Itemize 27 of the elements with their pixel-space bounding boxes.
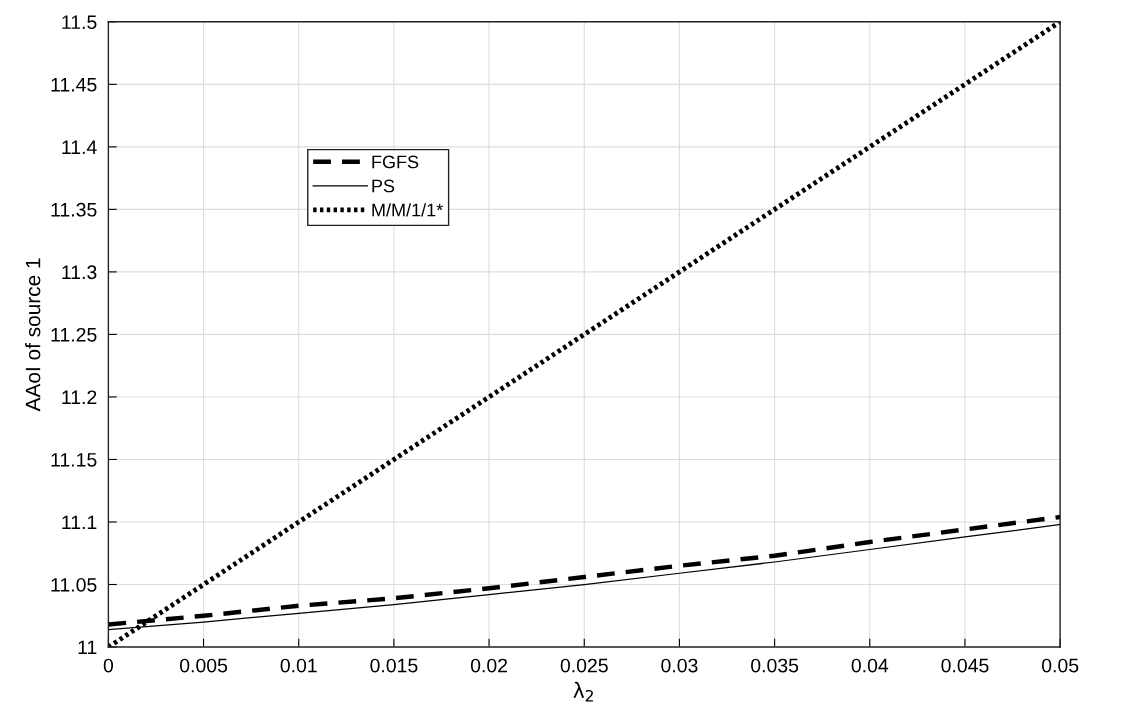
y-tick-label: 11	[78, 640, 97, 655]
y-tick-label: 11.35	[51, 202, 97, 217]
x-axis-title: λ$_{2}$	[573, 681, 593, 702]
x-tick-label: 0.03	[661, 658, 698, 673]
y-tick-label: 11.15	[51, 453, 97, 467]
y-axis-title: AAoI of source 1	[25, 258, 41, 412]
x-tick-label: 0.01	[280, 658, 317, 673]
x-tick-label: 0.025	[560, 658, 608, 673]
x-tick-label: 0.005	[179, 658, 228, 673]
y-tick-label: 11.45	[51, 78, 97, 92]
x-tick-label: 0.02	[470, 658, 508, 673]
y-tick-label: 11.3	[62, 265, 97, 280]
x-tick-label: 0.05	[1041, 658, 1079, 673]
x-tick-label: 0.035	[751, 658, 799, 673]
x-tick-label: 0.04	[851, 658, 889, 673]
y-tick-label: 11.5	[62, 15, 97, 30]
x-tick-label: 0.015	[370, 658, 418, 673]
y-tick-label: 11.25	[51, 327, 97, 342]
y-tick-label: 11.1	[62, 515, 97, 530]
legend-label: M/M/1/1*	[372, 203, 443, 217]
x-tick-label: 0.045	[941, 658, 989, 673]
x-tick-label: 0	[103, 658, 114, 673]
y-tick-label: 11.05	[51, 577, 97, 592]
y-tick-label: 11.4	[62, 140, 97, 154]
y-tick-label: 11.2	[62, 390, 97, 404]
legend-label: PS	[372, 179, 395, 193]
legend-label: FGFS	[372, 155, 419, 169]
